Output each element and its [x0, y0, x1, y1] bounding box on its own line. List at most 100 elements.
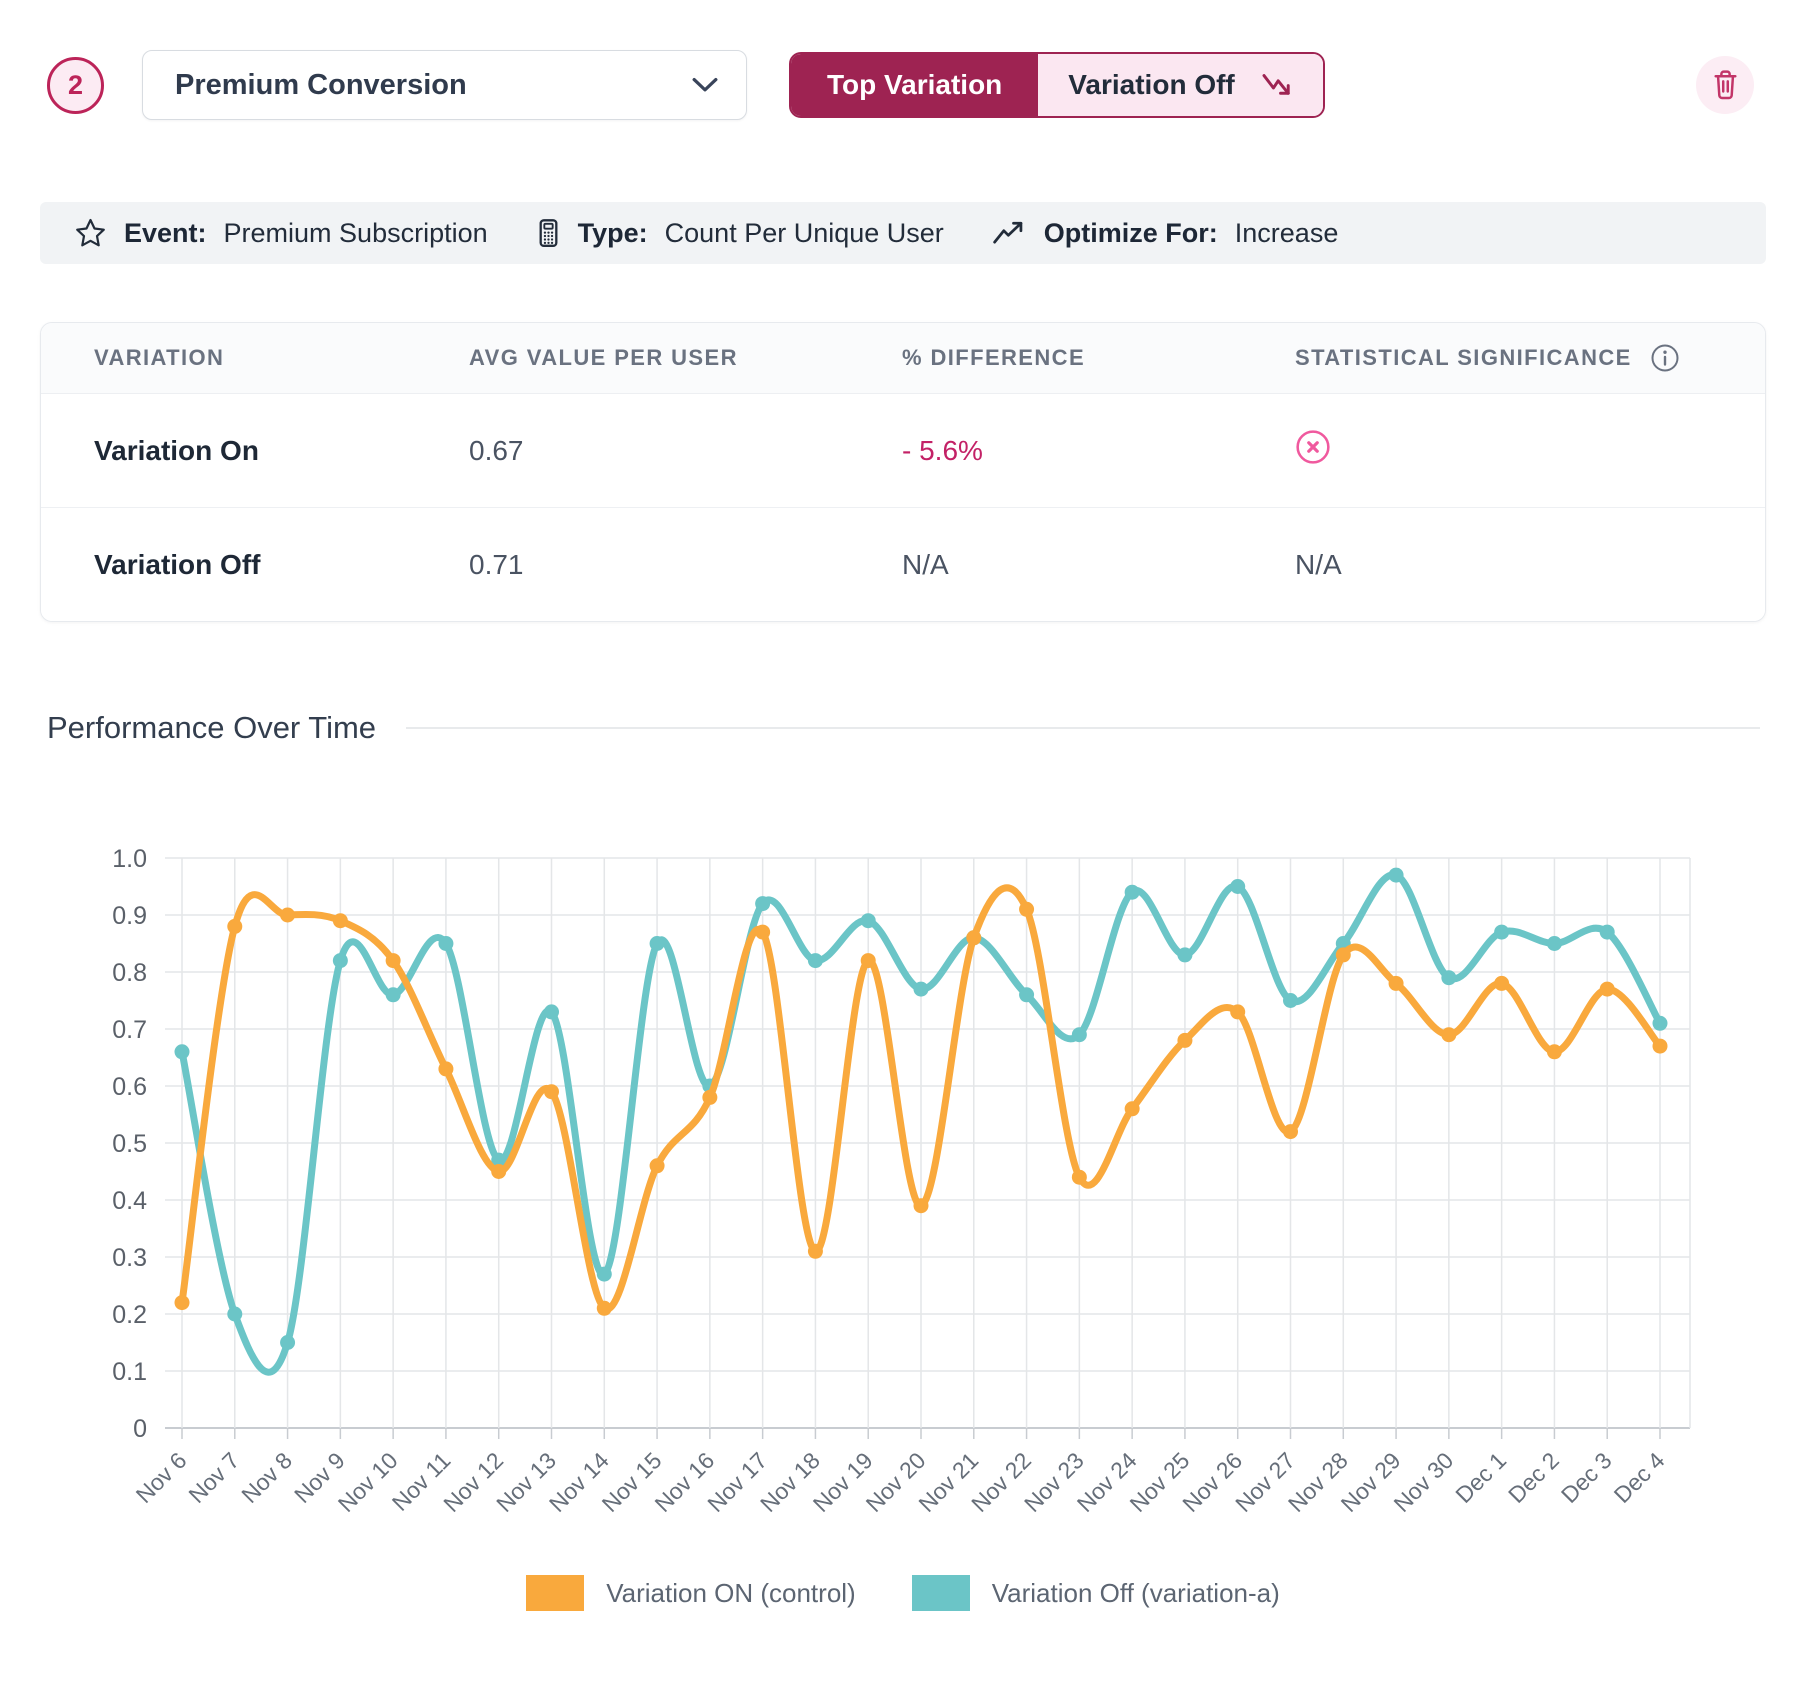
x-tick-label: Nov 6 [131, 1447, 192, 1508]
y-tick-label: 0.4 [112, 1187, 147, 1215]
event-label: Event: [124, 218, 207, 249]
data-point [227, 919, 242, 934]
toggle-variation-off[interactable]: Variation Off [1038, 54, 1322, 116]
variation-name: Variation Off [94, 549, 469, 581]
y-tick-label: 0.1 [112, 1358, 147, 1386]
x-tick-label: Dec 4 [1609, 1447, 1670, 1508]
difference-value: - 5.6% [902, 435, 1295, 467]
data-point [1494, 925, 1509, 940]
delete-metric-button[interactable] [1696, 56, 1754, 114]
performance-chart-svg: 1.00.90.80.70.60.50.40.30.20.10Nov 6Nov … [40, 786, 1780, 1566]
data-point [1389, 868, 1404, 883]
y-tick-label: 1.0 [112, 845, 147, 873]
x-tick-label: Dec 3 [1556, 1447, 1617, 1508]
data-point [1653, 1039, 1668, 1054]
data-point [1177, 947, 1192, 962]
y-tick-label: 0.2 [112, 1301, 147, 1329]
data-point [861, 953, 876, 968]
data-point [1125, 1101, 1140, 1116]
trending-down-icon [1261, 72, 1293, 98]
info-icon[interactable] [1650, 343, 1680, 373]
variation-results-table: VARIATION AVG VALUE PER USER % DIFFERENC… [40, 322, 1766, 622]
optimize-value: Increase [1235, 218, 1339, 249]
chevron-down-icon [692, 77, 718, 93]
data-point [1494, 976, 1509, 991]
performance-chart[interactable]: 1.00.90.80.70.60.50.40.30.20.10Nov 6Nov … [40, 786, 1766, 1611]
trash-icon [1712, 70, 1739, 101]
data-point [1177, 1033, 1192, 1048]
variation-toggle: Top Variation Variation Off [789, 52, 1325, 118]
avg-value: 0.67 [469, 435, 902, 467]
toggle-top-variation[interactable]: Top Variation [791, 54, 1038, 116]
legend-label: Variation Off (variation-a) [992, 1578, 1280, 1609]
y-tick-label: 0.8 [112, 959, 147, 987]
data-point [333, 953, 348, 968]
col-header-difference: % DIFFERENCE [902, 345, 1295, 371]
chart-canvas[interactable]: 1.00.90.80.70.60.50.40.30.20.10Nov 6Nov … [40, 786, 1766, 1571]
data-point [1283, 993, 1298, 1008]
x-tick-label: Nov 30 [1388, 1447, 1458, 1517]
data-point [597, 1267, 612, 1282]
data-point [861, 913, 876, 928]
data-point [808, 1244, 823, 1259]
type-info: Type: Count Per Unique User [536, 218, 944, 249]
variation-name: Variation On [94, 435, 469, 467]
data-point [1283, 1124, 1298, 1139]
data-point [1125, 885, 1140, 900]
performance-section-header: Performance Over Time [40, 710, 1766, 746]
event-value: Premium Subscription [224, 218, 488, 249]
data-point [1230, 1004, 1245, 1019]
metric-select-value: Premium Conversion [175, 69, 467, 102]
section-divider [406, 727, 1760, 729]
data-point [544, 1084, 559, 1099]
legend-item-variation-on[interactable]: Variation ON (control) [526, 1575, 856, 1611]
data-point [914, 1198, 929, 1213]
metric-select-dropdown[interactable]: Premium Conversion [142, 50, 747, 120]
metric-summary-bar: Event: Premium Subscription Type: Count … [40, 202, 1766, 264]
optimize-info: Optimize For: Increase [992, 218, 1339, 249]
toggle-variation-off-label: Variation Off [1068, 69, 1234, 101]
data-point [1072, 1170, 1087, 1185]
experiment-metric-panel: 2 Premium Conversion Top Variation Varia… [0, 50, 1806, 1611]
data-point [650, 1158, 665, 1173]
optimize-label: Optimize For: [1044, 218, 1218, 249]
type-label: Type: [578, 218, 648, 249]
y-tick-label: 0.3 [112, 1244, 147, 1272]
col-header-variation: VARIATION [94, 345, 469, 371]
data-point [280, 1335, 295, 1350]
data-point [914, 982, 929, 997]
data-point [1019, 987, 1034, 1002]
data-point [1441, 970, 1456, 985]
data-point [966, 930, 981, 945]
x-tick-label: Nov 7 [183, 1447, 244, 1508]
step-number: 2 [68, 70, 83, 101]
data-point [1072, 1027, 1087, 1042]
data-point [702, 1090, 717, 1105]
data-point [280, 908, 295, 923]
event-info: Event: Premium Subscription [74, 217, 488, 249]
legend-swatch-teal [912, 1575, 970, 1611]
y-tick-label: 0 [133, 1415, 147, 1443]
x-tick-label: Dec 1 [1450, 1447, 1511, 1508]
legend-swatch-orange [526, 1575, 584, 1611]
data-point [175, 1044, 190, 1059]
chart-legend: Variation ON (control) Variation Off (va… [40, 1575, 1766, 1611]
not-significant-icon [1295, 429, 1331, 465]
section-title: Performance Over Time [47, 710, 376, 746]
data-point [175, 1295, 190, 1310]
data-point [1019, 902, 1034, 917]
significance-value: N/A [1295, 549, 1765, 581]
legend-label: Variation ON (control) [606, 1578, 856, 1609]
data-point [1230, 879, 1245, 894]
col-header-avg-value: AVG VALUE PER USER [469, 345, 902, 371]
data-point [597, 1301, 612, 1316]
data-point [1547, 936, 1562, 951]
data-point [755, 896, 770, 911]
y-tick-label: 0.5 [112, 1130, 147, 1158]
table-row-variation-off: Variation Off 0.71 N/A N/A [41, 507, 1765, 621]
data-point [1336, 947, 1351, 962]
type-value: Count Per Unique User [665, 218, 944, 249]
y-tick-label: 0.9 [112, 902, 147, 930]
col-header-significance: STATISTICAL SIGNIFICANCE [1295, 345, 1632, 371]
legend-item-variation-off[interactable]: Variation Off (variation-a) [912, 1575, 1280, 1611]
